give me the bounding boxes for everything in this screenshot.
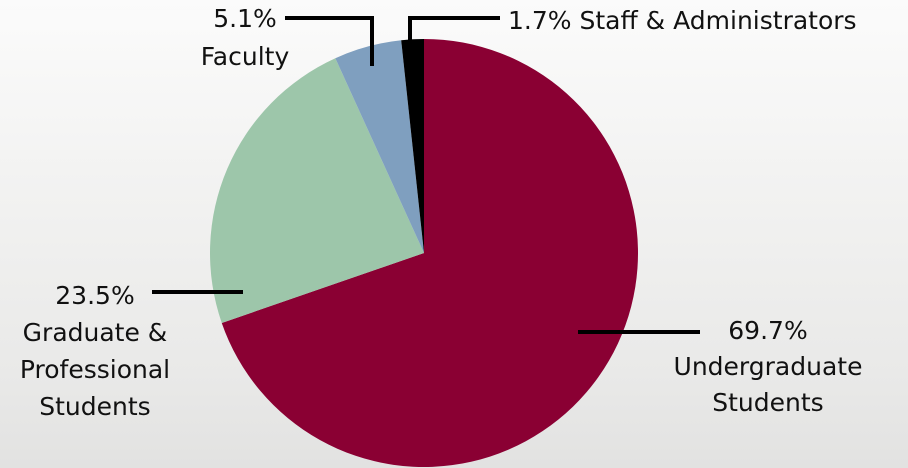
value-label: 23.5% xyxy=(55,281,134,310)
category-label: Students xyxy=(712,388,823,417)
category-label: Graduate & xyxy=(23,318,168,347)
pie-slice xyxy=(335,40,424,253)
category-label: Students xyxy=(39,392,150,421)
pie-slice xyxy=(401,39,424,253)
value-label: 1.7% xyxy=(508,6,572,35)
pie-slice xyxy=(209,58,424,323)
category-label: Faculty xyxy=(201,42,290,71)
slice-label: 1.7% Staff & Administrators xyxy=(508,6,857,35)
category-label: Professional xyxy=(20,355,170,384)
value-label: 69.7% xyxy=(728,316,807,345)
leader-line xyxy=(285,16,374,66)
category-label: Undergraduate xyxy=(674,352,863,381)
pie-slice xyxy=(221,39,638,467)
category-label: Staff & Administrators xyxy=(580,6,857,35)
leader-line xyxy=(408,16,500,66)
value-label: 5.1% xyxy=(213,4,277,33)
